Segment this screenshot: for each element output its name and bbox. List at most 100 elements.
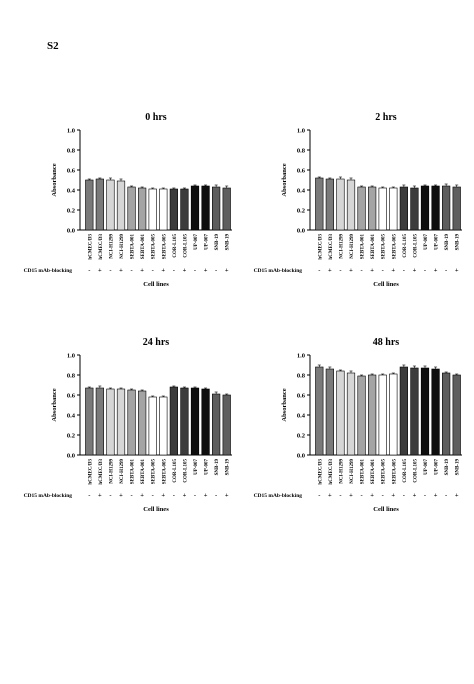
bar — [378, 374, 387, 456]
blocking-row-label: CD15 mAb-blocking — [24, 268, 73, 274]
y-tick-label: 0.0 — [67, 453, 75, 460]
x-tick-label: COR-L105 — [183, 234, 188, 258]
blocking-sign: - — [339, 267, 341, 274]
blocking-sign: - — [382, 267, 384, 274]
x-tick-label: SEBTA-001 — [371, 459, 376, 485]
bar — [315, 177, 324, 231]
y-tick-label: 0.8 — [297, 373, 306, 380]
y-tick-label: 0.0 — [297, 228, 305, 235]
bar — [368, 374, 377, 456]
bar — [138, 187, 147, 231]
y-tick-label: 0.0 — [297, 453, 305, 460]
blocking-sign: + — [328, 267, 332, 274]
y-tick-label: 0.6 — [297, 393, 306, 400]
y-axis-label: Absorbance — [51, 388, 58, 421]
y-tick-label: 0.2 — [297, 208, 305, 215]
x-tick-label: SNB-19 — [215, 459, 220, 476]
x-tick-label: NCI-H1299 — [339, 234, 344, 259]
bar — [346, 179, 356, 231]
bar — [95, 387, 104, 456]
y-tick-label: 0.4 — [67, 413, 76, 420]
y-tick-label: 1.0 — [297, 353, 305, 360]
blocking-sign: - — [403, 492, 405, 499]
blocking-sign: + — [413, 267, 417, 274]
blocking-sign: + — [183, 492, 187, 499]
x-tick-label: UP-007 — [205, 234, 210, 250]
bar — [95, 178, 104, 231]
blocking-sign: + — [225, 492, 229, 499]
blocking-sign: - — [173, 267, 175, 274]
blocking-sign: - — [445, 492, 447, 499]
x-tick-label: hCMEC/D3 — [88, 459, 93, 485]
chart-title: 48 hrs — [373, 337, 400, 348]
bar — [378, 187, 387, 231]
x-tick-label: UP-007 — [194, 234, 199, 250]
blocking-row-label: CD15 mAb-blocking — [254, 268, 303, 274]
x-tick-label: NCI-H1299 — [350, 459, 355, 484]
x-axis-label: Cell lines — [373, 281, 399, 288]
x-tick-label: SEBTA-005 — [392, 234, 397, 260]
bar — [420, 367, 430, 456]
blocking-sign: - — [445, 267, 447, 274]
bar — [410, 367, 419, 456]
x-tick-label: COR-L105 — [183, 459, 188, 483]
x-tick-label: SEBTA-001 — [131, 459, 136, 485]
y-tick-label: 0.2 — [67, 208, 75, 215]
chart-24hrs-svg: 24 hrs 0.0 0.2 0.4 0.6 0.8 1.0 Absorbance hCMEC/… — [24, 337, 232, 513]
chart-title: 24 hrs — [143, 337, 170, 348]
blocking-sign: + — [161, 492, 165, 499]
blocking-sign: + — [434, 492, 438, 499]
blocking-sign: + — [225, 267, 229, 274]
x-tick-label: SNB-19 — [456, 459, 461, 476]
bar — [431, 185, 440, 231]
x-tick-label: SNB-19 — [226, 234, 231, 251]
y-tick-label: 1.0 — [67, 353, 75, 360]
x-tick-label: SEBTA-001 — [141, 234, 146, 260]
figure-label: S2 — [47, 40, 59, 52]
x-tick-label: SEBTA-001 — [131, 234, 136, 260]
y-tick-label: 0.2 — [67, 433, 75, 440]
bar — [452, 186, 461, 231]
blocking-sign: + — [349, 267, 353, 274]
blocking-sign: - — [318, 492, 320, 499]
x-tick-label: SNB-19 — [226, 459, 231, 476]
blocking-sign: - — [360, 492, 362, 499]
chart-title: 2 hrs — [375, 112, 397, 123]
blocking-sign: - — [424, 492, 426, 499]
blocking-sign: - — [360, 267, 362, 274]
bar — [116, 388, 126, 456]
blocking-sign: + — [370, 492, 374, 499]
x-tick-label: NCI-H1299 — [109, 234, 114, 259]
bar — [116, 180, 126, 231]
x-tick-label: UP-007 — [435, 234, 440, 250]
x-tick-label: SEBTA-001 — [141, 459, 146, 485]
blocking-sign: + — [98, 267, 102, 274]
blocking-sign: - — [215, 492, 217, 499]
x-tick-label: hCMEC/D3 — [318, 234, 323, 260]
bar — [106, 388, 115, 456]
x-tick-label: SNB-19 — [456, 234, 461, 251]
blocking-sign: + — [413, 492, 417, 499]
y-tick-label: 0.2 — [297, 433, 305, 440]
bar — [127, 186, 136, 231]
bar — [180, 387, 189, 456]
y-tick-label: 0.8 — [297, 148, 306, 155]
blocking-row-label: CD15 mAb-blocking — [254, 493, 303, 499]
bar — [180, 188, 189, 231]
x-tick-label: NCI-H1299 — [109, 459, 114, 484]
blocking-sign: + — [183, 267, 187, 274]
x-tick-label: SNB-19 — [445, 234, 450, 251]
blocking-sign: - — [339, 492, 341, 499]
x-tick-label: NCI-H1299 — [350, 234, 355, 259]
blocking-sign: + — [140, 492, 144, 499]
y-tick-label: 0.4 — [297, 188, 306, 195]
x-tick-label: hCMEC/D3 — [88, 234, 93, 260]
bar — [201, 185, 210, 231]
bar — [389, 373, 398, 456]
bar — [85, 387, 94, 456]
blocking-sign: - — [215, 267, 217, 274]
x-tick-label: COR-L105 — [403, 234, 408, 258]
bar — [368, 186, 377, 231]
y-axis-label: Absorbance — [51, 163, 58, 196]
blocking-sign: + — [140, 267, 144, 274]
